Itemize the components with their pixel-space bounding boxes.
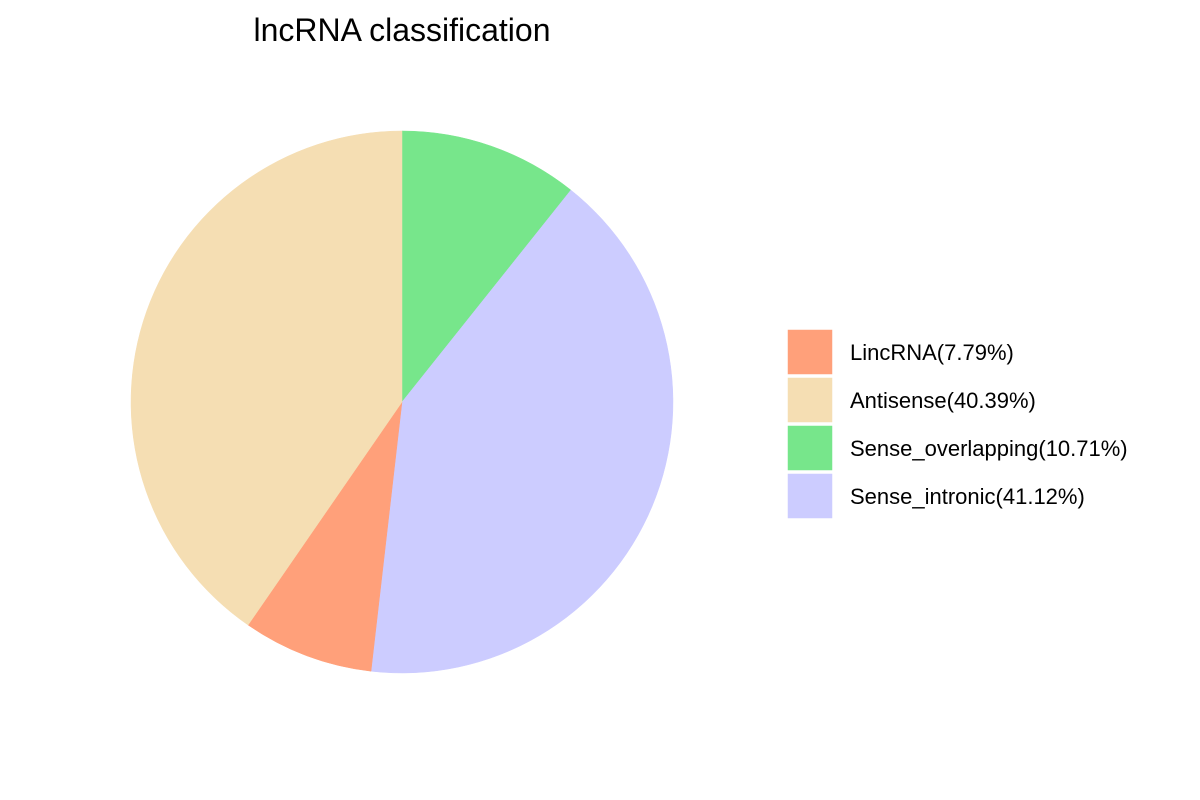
legend-label-lincrna: LincRNA(7.79%) [850, 340, 1014, 365]
chart-title: lncRNA classification [254, 12, 551, 48]
legend-swatch-antisense [786, 376, 834, 424]
pie-slice-lincrna [247, 401, 403, 672]
pie-slice-sense-overlapping [401, 130, 572, 403]
legend-swatch-lincrna [786, 328, 834, 376]
pie-slice-sense-intronic [370, 189, 674, 674]
legend-swatch-sense-overlapping [786, 424, 834, 472]
legend-label-sense-intronic: Sense_intronic(41.12%) [850, 484, 1085, 509]
legend-label-sense-overlapping: Sense_overlapping(10.71%) [850, 436, 1128, 461]
legend-swatch-sense-intronic [786, 472, 834, 520]
legend-label-antisense: Antisense(40.39%) [850, 388, 1036, 413]
legend: LincRNA(7.79%) Antisense(40.39%) Sense_ove… [786, 328, 1128, 520]
pie-slices [130, 130, 674, 674]
pie-slice-antisense [130, 130, 403, 626]
